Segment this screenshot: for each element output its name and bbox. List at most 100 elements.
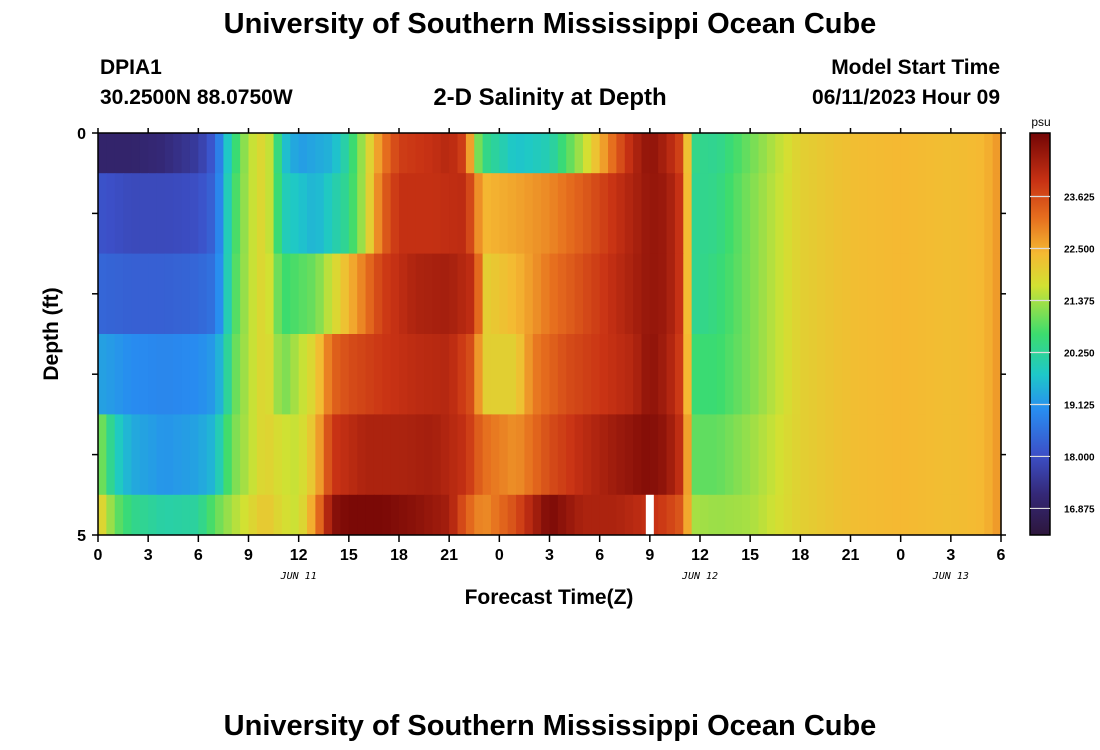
heatmap-cell [658,414,668,496]
heatmap-cell [658,334,668,415]
heatmap-cell [700,494,709,536]
heatmap-cell [432,494,442,536]
heatmap-cell [691,494,701,536]
heatmap-cell [516,133,526,174]
heatmap-cell [382,414,392,496]
heatmap-cell [189,173,199,254]
heatmap-cell [582,253,592,335]
heatmap-cell [741,414,751,496]
heatmap-cell [365,173,375,254]
heatmap-cell [424,494,434,536]
heatmap-cell [424,173,434,254]
heatmap-cell [415,414,425,496]
heatmap-cell [708,414,718,496]
heatmap-cell [917,173,927,254]
heatmap-cell [783,494,793,536]
heatmap-cell [298,494,308,536]
heatmap-cell [783,133,793,174]
heatmap-cell [766,414,776,496]
heatmap-cell [215,173,225,254]
heatmap-cell [942,334,952,415]
heatmap-cell [599,414,609,496]
heatmap-cell [975,173,985,254]
heatmap-cell [373,133,383,174]
heatmap-cell [139,414,149,496]
heatmap-cell [566,133,576,174]
heatmap-cell [348,494,358,536]
heatmap-cell [98,253,107,335]
heatmap-cell [900,494,910,536]
heatmap-cell [783,334,793,415]
heatmap-cell [616,414,626,496]
heatmap-cell [616,494,626,536]
heatmap-cell [223,133,233,174]
heatmap-cell [917,133,927,174]
heatmap-cell [490,414,500,496]
heatmap-cell [557,414,567,496]
colorbar-unit: psu [1031,115,1050,129]
heatmap-cell [633,133,643,174]
heatmap-cell [290,414,300,496]
heatmap-cell [984,173,994,254]
heatmap-cell [114,133,124,174]
heatmap-cell [708,334,718,415]
heatmap-cell [984,253,994,335]
heatmap-cell [524,494,534,536]
heatmap-cell [691,334,701,415]
heatmap-cell [189,253,199,335]
x-tick-label: 9 [244,547,253,564]
heatmap-cell [482,334,492,415]
heatmap-cell [106,173,116,254]
heatmap-cell [900,334,910,415]
heatmap-cell [340,414,350,496]
heatmap-cell [833,334,843,415]
heatmap-cell [658,133,668,174]
heatmap-cell [741,494,751,536]
heatmap-cell [449,414,459,496]
heatmap-cell [114,494,124,536]
heatmap-cell [825,494,835,536]
heatmap-cell [750,334,760,415]
heatmap-cell [967,334,977,415]
heatmap-cell [256,173,266,254]
heatmap-cell [499,253,509,335]
heatmap-cell [975,494,985,536]
heatmap-cell [892,253,902,335]
heatmap-cell [808,334,818,415]
heatmap-cell [825,253,835,335]
heatmap-cell [608,414,617,496]
heatmap-cell [290,494,300,536]
heatmap-cell [164,414,174,496]
heatmap-cell [725,494,735,536]
heatmap-cell [139,253,149,335]
heatmap-cell [934,173,944,254]
heatmap-cell [532,133,542,174]
heatmap-cell [164,173,174,254]
heatmap-cell [98,173,107,254]
heatmap-cell [741,253,751,335]
heatmap-cell [892,334,902,415]
heatmap-cell [700,133,709,174]
heatmap-cell [123,334,133,415]
heatmap-cell [248,253,258,335]
heatmap-cell [432,334,442,415]
heatmap-cell [390,494,400,536]
heatmap-cell [700,173,709,254]
heatmap-cell [206,494,216,536]
heatmap-cell [248,133,258,174]
heatmap-cell [340,334,350,415]
heatmap-cell [248,414,258,496]
heatmap-cell [106,334,116,415]
heatmap-cell [975,414,985,496]
heatmap-cell [507,253,517,335]
heatmap-cell [750,414,760,496]
heatmap-cell [348,173,358,254]
heatmap-cell [842,173,852,254]
heatmap-cell [867,414,877,496]
heatmap-cell [532,414,542,496]
heatmap-cell [716,173,726,254]
heatmap-cell [106,414,116,496]
heatmap-cell [373,494,383,536]
heatmap-cell [574,334,584,415]
heatmap-cell [365,414,375,496]
